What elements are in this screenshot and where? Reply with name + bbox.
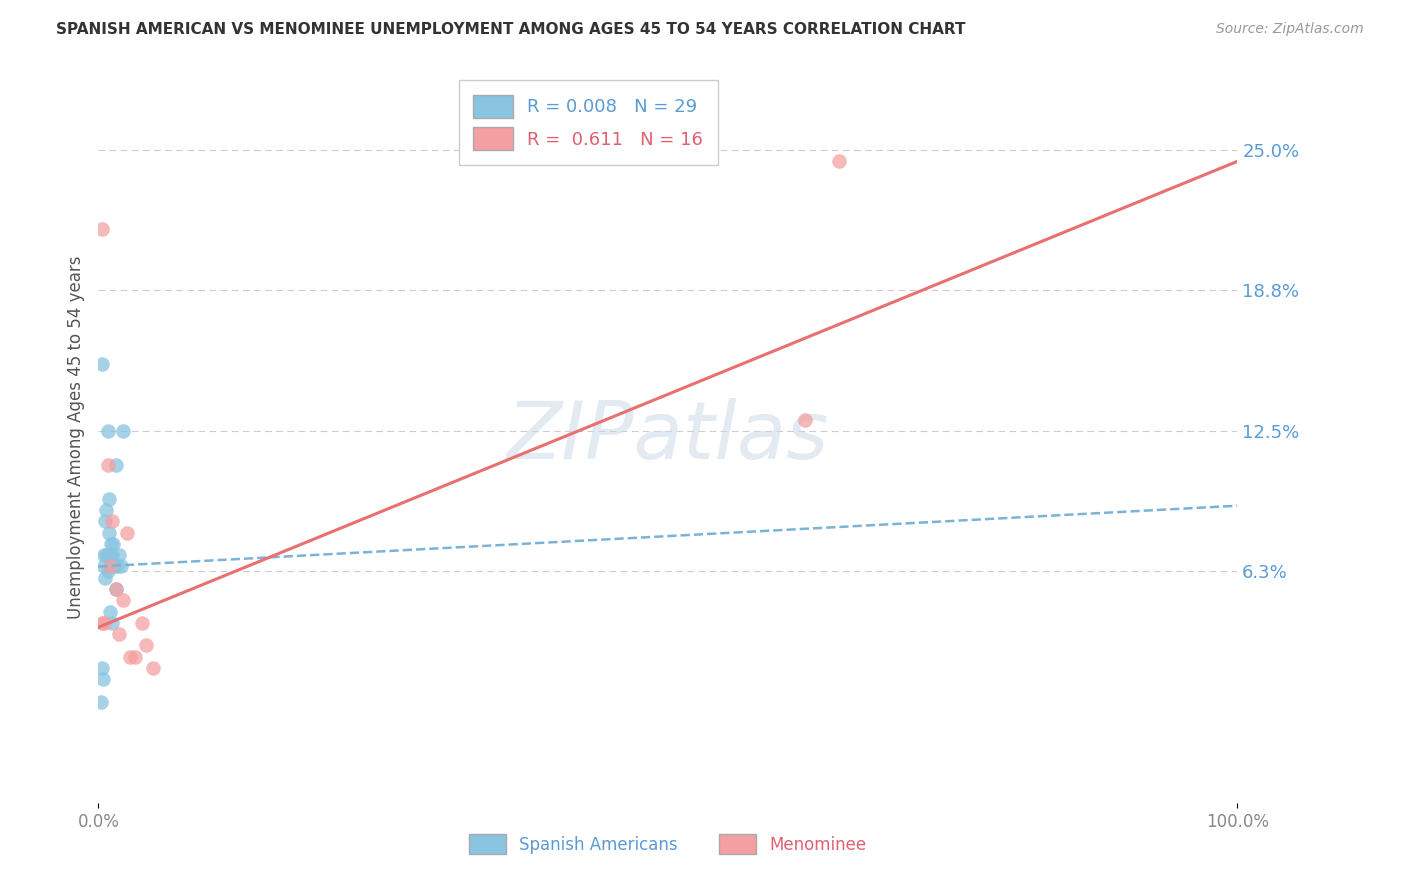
Point (91, 672, 114, 686)
Point (828, 154, 851, 169)
Point (100, 537, 122, 551)
Point (96, 548, 118, 562)
Point (98, 559, 121, 574)
Point (108, 627, 131, 641)
Point (96, 425, 118, 439)
Point (90, 661, 112, 675)
Point (793, 413, 815, 427)
Point (112, 425, 135, 439)
Point (93, 548, 115, 562)
Point (98, 605, 121, 619)
Point (115, 525, 138, 540)
Point (103, 559, 125, 574)
Point (96, 548, 118, 562)
Point (142, 661, 165, 675)
Point (97, 525, 120, 540)
Point (94, 571, 117, 585)
Point (103, 537, 125, 551)
Point (93, 559, 115, 574)
Text: ZIPatlas: ZIPatlas (506, 398, 830, 476)
Point (101, 515, 124, 529)
Point (101, 615, 124, 630)
Point (108, 548, 131, 562)
Point (104, 458, 127, 473)
Point (94, 515, 117, 529)
Point (98, 548, 121, 562)
Point (96, 503, 118, 517)
Point (124, 649, 146, 664)
Text: Source: ZipAtlas.com: Source: ZipAtlas.com (1216, 22, 1364, 37)
Text: SPANISH AMERICAN VS MENOMINEE UNEMPLOYMENT AMONG AGES 45 TO 54 YEARS CORRELATION: SPANISH AMERICAN VS MENOMINEE UNEMPLOYME… (56, 22, 966, 37)
Legend: Spanish Americans, Menominee: Spanish Americans, Menominee (463, 828, 873, 860)
Point (90, 357, 112, 371)
Point (97, 491, 120, 506)
Point (93, 615, 115, 630)
Point (90, 222, 112, 236)
Point (112, 593, 135, 607)
Point (90, 615, 112, 630)
Point (96, 564, 118, 578)
Point (135, 638, 157, 652)
Point (105, 559, 128, 574)
Point (104, 582, 127, 596)
Point (120, 649, 142, 664)
Point (90, 694, 112, 708)
Point (101, 548, 124, 562)
Y-axis label: Unemployment Among Ages 45 to 54 years: Unemployment Among Ages 45 to 54 years (66, 255, 84, 619)
Point (131, 615, 153, 630)
Point (110, 559, 132, 574)
Point (104, 582, 127, 596)
Point (96, 458, 118, 473)
Point (98, 559, 121, 574)
